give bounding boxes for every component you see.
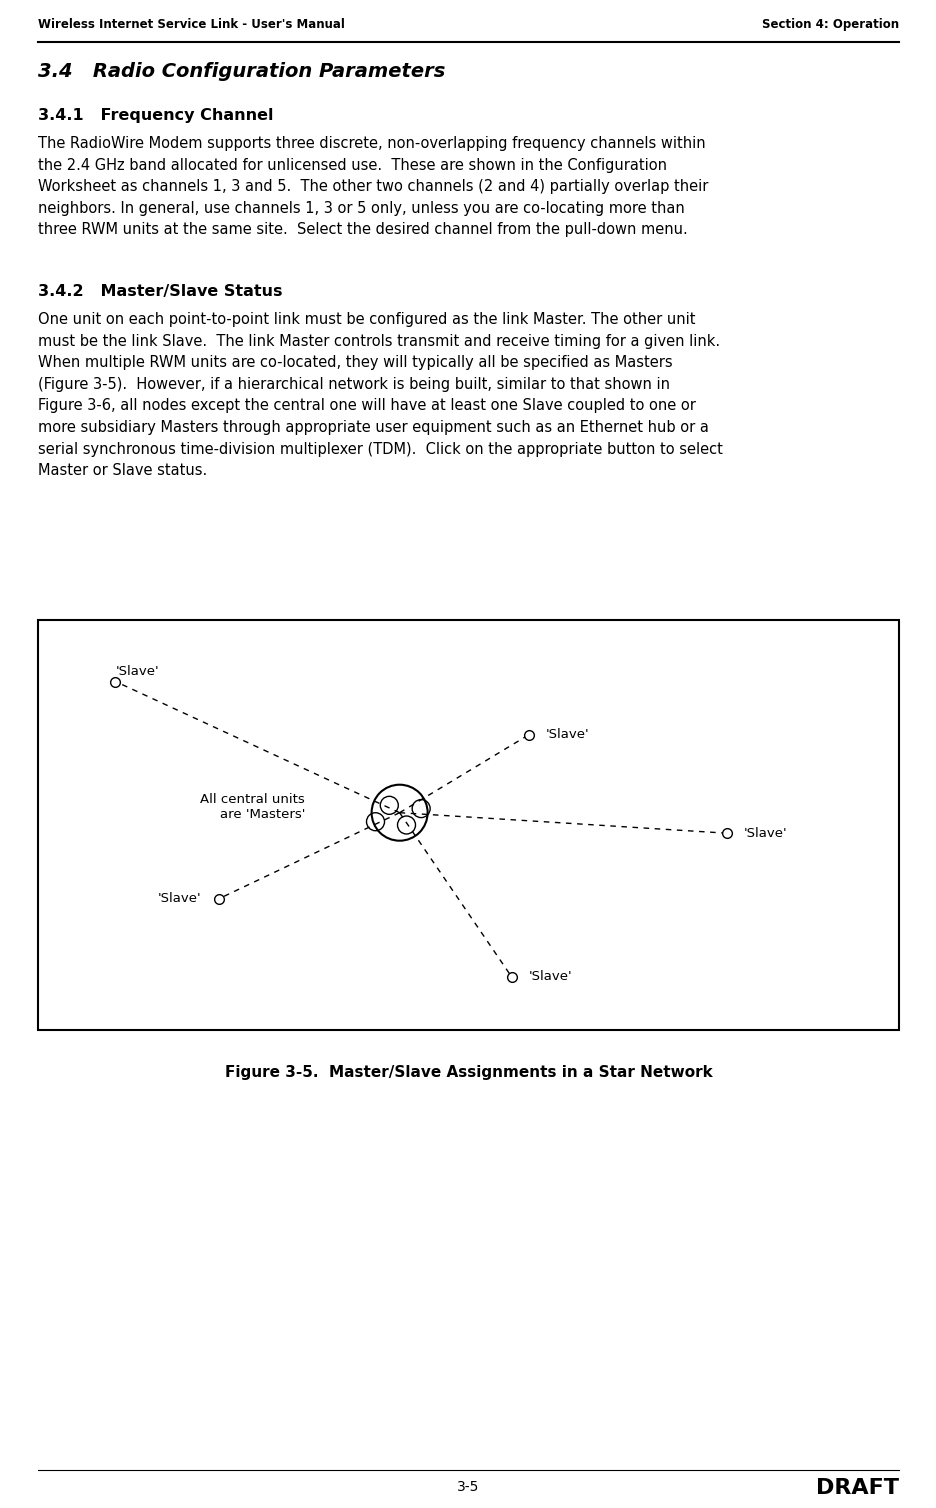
Text: Wireless Internet Service Link - User's Manual: Wireless Internet Service Link - User's … [38, 18, 344, 32]
Text: The RadioWire Modem supports three discrete, non-overlapping frequency channels : The RadioWire Modem supports three discr… [38, 136, 708, 237]
Text: 'Slave': 'Slave' [158, 893, 201, 905]
Bar [38, 620, 898, 1030]
Text: 3.4   Radio Configuration Parameters: 3.4 Radio Configuration Parameters [38, 62, 445, 81]
Text: 3.4.2   Master/Slave Status: 3.4.2 Master/Slave Status [38, 284, 282, 299]
Text: All central units
are 'Masters': All central units are 'Masters' [200, 793, 304, 820]
Text: 'Slave': 'Slave' [528, 970, 572, 983]
Text: Section 4: Operation: Section 4: Operation [761, 18, 898, 32]
Text: DRAFT: DRAFT [815, 1478, 898, 1497]
Text: Figure 3-5.  Master/Slave Assignments in a Star Network: Figure 3-5. Master/Slave Assignments in … [225, 1065, 711, 1080]
Text: 3.4.1   Frequency Channel: 3.4.1 Frequency Channel [38, 109, 273, 124]
Text: One unit on each point-to-point link must be configured as the link Master. The : One unit on each point-to-point link mus… [38, 312, 722, 478]
Text: 3-5: 3-5 [457, 1479, 479, 1494]
Text: 'Slave': 'Slave' [743, 826, 787, 840]
Text: 'Slave': 'Slave' [546, 728, 589, 742]
Text: 'Slave': 'Slave' [115, 665, 159, 679]
